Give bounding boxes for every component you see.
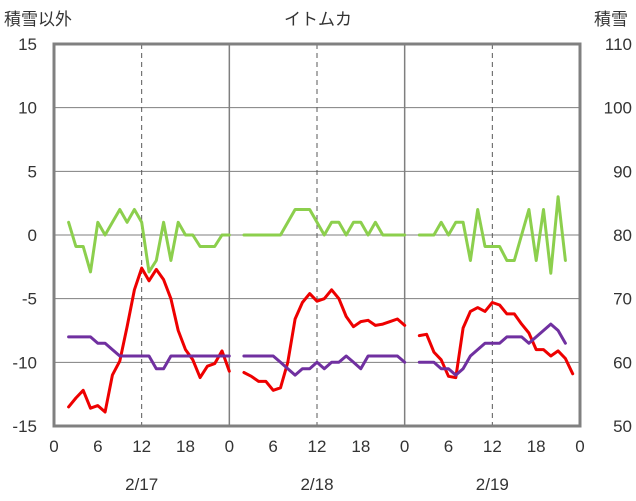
right-tick-label: 60 [613, 353, 632, 372]
left-tick-label: 0 [28, 226, 37, 245]
left-tick-label: 15 [18, 35, 37, 54]
x-hour-tick-label: 12 [132, 437, 151, 456]
left-axis-label: 積雪以外 [4, 10, 72, 30]
snow-depth-line [417, 322, 567, 377]
left-tick-label: 5 [28, 162, 37, 181]
x-hour-tick-label: 0 [225, 437, 234, 456]
x-hour-tick-label: 18 [527, 437, 546, 456]
x-hour-tick-label: 12 [483, 437, 502, 456]
snow-depth-line [242, 354, 407, 377]
right-tick-label: 90 [613, 162, 632, 181]
right-tick-label: 70 [613, 290, 632, 309]
plot-frame [52, 42, 582, 428]
left-tick-label: -15 [12, 417, 37, 436]
x-hour-tick-label: 6 [93, 437, 102, 456]
x-hour-tick-label: 18 [176, 437, 195, 456]
x-hour-tick-label: 0 [49, 437, 58, 456]
snow-depth-line [67, 335, 231, 371]
chart-title: イトムカ [284, 10, 352, 30]
x-hour-tick-label: 18 [351, 437, 370, 456]
humidity-or-other-line [417, 195, 567, 275]
temperature-line [67, 266, 231, 414]
x-hour-tick-label: 12 [308, 437, 327, 456]
temperature-line [242, 288, 407, 392]
x-date-label: 2/17 [125, 475, 158, 494]
right-tick-label: 50 [613, 417, 632, 436]
x-date-label: 2/19 [476, 475, 509, 494]
left-tick-label: -5 [22, 290, 37, 309]
x-hour-tick-label: 6 [444, 437, 453, 456]
humidity-or-other-line [242, 208, 407, 237]
x-hour-tick-label: 0 [400, 437, 409, 456]
x-date-label: 2/18 [300, 475, 333, 494]
left-tick-label: -10 [12, 353, 37, 372]
left-tick-label: 10 [18, 99, 37, 118]
x-hour-tick-label: 6 [268, 437, 277, 456]
humidity-or-other-line [67, 208, 231, 274]
right-tick-label: 80 [613, 226, 632, 245]
x-hour-tick-label: 0 [575, 437, 584, 456]
right-axis-label: 積雪 [594, 10, 628, 30]
right-tick-label: 100 [604, 99, 632, 118]
series-lines [67, 195, 575, 414]
temperature-line [417, 301, 575, 380]
grid-lines [54, 44, 580, 426]
right-tick-label: 110 [605, 35, 632, 54]
